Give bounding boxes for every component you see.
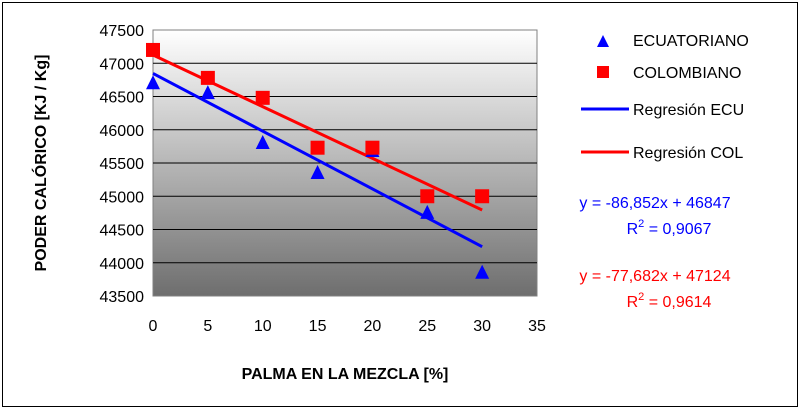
point-ecuatoriano xyxy=(310,164,325,179)
x-tick-label: 0 xyxy=(149,318,158,335)
y-tick-label: 45500 xyxy=(100,156,145,173)
y-tick-label: 44000 xyxy=(100,256,145,273)
equation-ecu: y = -86,852x + 46847 R2 = 0,9067 xyxy=(579,195,730,238)
legend-label-ecuatoriano: ECUATORIANO xyxy=(633,33,749,50)
y-tick-label: 47500 xyxy=(100,23,145,40)
point-colombiano xyxy=(365,140,380,155)
x-tick-labels: 0 5 10 15 20 25 30 35 xyxy=(149,318,546,335)
point-ecuatoriano xyxy=(475,264,490,279)
gridlines xyxy=(153,62,537,264)
x-tick-label: 15 xyxy=(309,318,327,335)
y-tick-labels: 47500 47000 46500 46000 45500 45000 44500 44000… xyxy=(100,23,145,306)
point-ecuatoriano xyxy=(255,135,270,150)
y-tick-label: 46500 xyxy=(100,90,145,107)
point-colombiano xyxy=(310,140,325,155)
point-ecuatoriano xyxy=(420,204,435,219)
y-tick-label: 46000 xyxy=(100,123,145,140)
legend-marker-ecuatoriano xyxy=(597,35,609,47)
x-tick-label: 35 xyxy=(528,318,546,335)
point-colombiano xyxy=(200,70,215,85)
r2-col-text: R2 = 0,9614 xyxy=(627,291,712,311)
y-axis-title: PODER CALÓRICO [KJ / Kg] xyxy=(31,55,50,272)
point-colombiano xyxy=(420,189,435,204)
x-tick-label: 25 xyxy=(418,318,436,335)
legend: ECUATORIANO COLOMBIANO Regresión ECU Reg… xyxy=(581,33,749,162)
equation-col: y = -77,682x + 47124 R2 = 0,9614 xyxy=(579,268,730,311)
x-axis-title: PALMA EN LA MEZCLA [%] xyxy=(242,366,449,383)
y-tick-label: 45000 xyxy=(100,189,145,206)
legend-label-regresion-ecu: Regresión ECU xyxy=(633,102,744,119)
y-tick-label: 44500 xyxy=(100,223,145,240)
y-tick-label: 43500 xyxy=(100,289,145,306)
equation-ecu-text: y = -86,852x + 46847 xyxy=(579,195,730,212)
point-colombiano xyxy=(255,90,270,105)
legend-marker-colombiano xyxy=(597,66,609,78)
x-tick-label: 20 xyxy=(364,318,382,335)
x-tick-label: 30 xyxy=(473,318,491,335)
point-ecuatoriano xyxy=(146,75,160,90)
x-tick-label: 10 xyxy=(254,318,272,335)
point-colombiano xyxy=(475,189,490,204)
legend-label-colombiano: COLOMBIANO xyxy=(633,65,741,82)
point-colombiano xyxy=(146,42,160,57)
y-tick-label: 47000 xyxy=(100,56,145,73)
x-tick-label: 5 xyxy=(203,318,212,335)
data-points xyxy=(146,42,490,279)
r2-ecu-text: R2 = 0,9067 xyxy=(627,218,712,238)
point-ecuatoriano xyxy=(200,85,215,100)
legend-label-regresion-col: Regresión COL xyxy=(633,145,743,162)
equation-col-text: y = -77,682x + 47124 xyxy=(579,268,730,285)
